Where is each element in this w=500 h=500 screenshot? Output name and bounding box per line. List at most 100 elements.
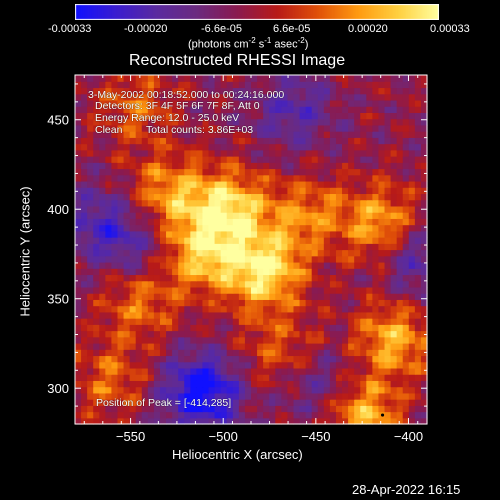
heatmap-cell bbox=[384, 255, 392, 263]
heatmap-cell bbox=[178, 93, 185, 101]
heatmap-cell bbox=[111, 99, 119, 107]
heatmap-cell bbox=[305, 305, 313, 313]
heatmap-cell bbox=[408, 261, 416, 269]
heatmap-cell bbox=[360, 118, 367, 126]
heatmap-cell bbox=[317, 324, 325, 332]
heatmap-cell bbox=[214, 411, 222, 419]
heatmap-cell bbox=[93, 199, 100, 207]
heatmap-cell bbox=[123, 386, 131, 394]
heatmap-cell bbox=[190, 93, 197, 101]
heatmap-cell bbox=[251, 212, 258, 219]
heatmap-cell bbox=[281, 311, 289, 319]
heatmap-cell bbox=[414, 205, 422, 213]
heatmap-cell bbox=[275, 255, 282, 263]
heatmap-cell bbox=[214, 174, 222, 182]
heatmap-cell bbox=[117, 205, 125, 213]
heatmap-cell bbox=[281, 286, 289, 294]
heatmap-cell bbox=[172, 162, 179, 170]
heatmap-cell bbox=[153, 417, 161, 425]
heatmap-cell bbox=[75, 342, 82, 350]
heatmap-cell bbox=[75, 137, 82, 145]
heatmap-cell bbox=[159, 274, 167, 282]
heatmap-cell bbox=[257, 112, 264, 120]
heatmap-cell bbox=[232, 249, 240, 257]
heatmap-cell bbox=[372, 162, 380, 170]
heatmap-cell bbox=[281, 324, 289, 332]
heatmap-cell bbox=[396, 311, 404, 319]
heatmap-cell bbox=[384, 205, 392, 213]
heatmap-cell bbox=[244, 230, 252, 238]
heatmap-cell bbox=[220, 87, 228, 95]
heatmap-cell bbox=[147, 149, 155, 157]
heatmap-cell bbox=[196, 205, 204, 213]
heatmap-cell bbox=[238, 305, 246, 313]
heatmap-cell bbox=[305, 330, 313, 338]
heatmap-cell bbox=[408, 75, 416, 82]
heatmap-cell bbox=[196, 261, 204, 269]
heatmap-cell bbox=[172, 224, 179, 232]
heatmap-cell bbox=[141, 187, 149, 195]
heatmap-cell bbox=[172, 386, 179, 394]
heatmap-cell bbox=[335, 386, 343, 394]
heatmap-cell bbox=[99, 99, 106, 107]
heatmap-cell bbox=[172, 299, 179, 307]
heatmap-cell bbox=[317, 386, 325, 394]
heatmap-cell bbox=[390, 106, 398, 113]
heatmap-cell bbox=[348, 143, 355, 151]
heatmap-cell bbox=[202, 361, 210, 369]
heatmap-cell bbox=[281, 305, 289, 313]
heatmap-cell bbox=[251, 311, 258, 319]
heatmap-cell bbox=[99, 249, 106, 257]
heatmap-cell bbox=[166, 311, 173, 319]
heatmap-cell bbox=[360, 112, 367, 120]
heatmap-cell bbox=[232, 305, 240, 313]
heatmap-cell bbox=[366, 318, 373, 325]
heatmap-cell bbox=[342, 143, 349, 151]
heatmap-cell bbox=[366, 399, 373, 406]
heatmap-cell bbox=[335, 405, 343, 413]
heatmap-cell bbox=[372, 75, 380, 82]
heatmap-cell bbox=[75, 187, 82, 195]
heatmap-cell bbox=[366, 124, 373, 132]
heatmap-cell bbox=[396, 268, 404, 276]
heatmap-cell bbox=[390, 405, 398, 413]
heatmap-cell bbox=[81, 156, 88, 163]
heatmap-cell bbox=[87, 230, 94, 238]
heatmap-cell bbox=[81, 212, 88, 219]
heatmap-cell bbox=[196, 230, 204, 238]
heatmap-cell bbox=[420, 318, 428, 325]
heatmap-cell bbox=[159, 243, 167, 251]
heatmap-cell bbox=[178, 399, 185, 406]
heatmap-cell bbox=[81, 342, 88, 350]
heatmap-cell bbox=[238, 118, 246, 126]
heatmap-cell bbox=[202, 324, 210, 332]
heatmap-cell bbox=[335, 218, 343, 226]
heatmap-cell bbox=[384, 230, 392, 238]
heatmap-cell bbox=[257, 261, 264, 269]
heatmap-cell bbox=[208, 367, 216, 375]
x-axis-label: Heliocentric X (arcsec) bbox=[172, 447, 303, 462]
heatmap-cell bbox=[366, 230, 373, 238]
heatmap-cell bbox=[232, 255, 240, 263]
heatmap-cell bbox=[378, 143, 386, 151]
heatmap-cell bbox=[153, 180, 161, 188]
heatmap-cell bbox=[366, 342, 373, 350]
heatmap-cell bbox=[269, 249, 276, 257]
heatmap-cell bbox=[159, 336, 167, 344]
heatmap-cell bbox=[135, 243, 143, 251]
heatmap-cell bbox=[323, 212, 331, 219]
heatmap-cell bbox=[123, 392, 131, 400]
heatmap-cell bbox=[366, 118, 373, 126]
heatmap-cell bbox=[159, 180, 167, 188]
heatmap-cell bbox=[172, 380, 179, 388]
heatmap-cell bbox=[311, 199, 319, 207]
heatmap-cell bbox=[153, 342, 161, 350]
heatmap-cell bbox=[178, 405, 185, 413]
heatmap-cell bbox=[105, 87, 113, 95]
heatmap-cell bbox=[366, 205, 373, 213]
heatmap-cell bbox=[111, 87, 119, 95]
heatmap-cell bbox=[372, 380, 380, 388]
heatmap-cell bbox=[87, 411, 94, 419]
heatmap-cell bbox=[135, 124, 143, 132]
heatmap-cell bbox=[317, 280, 325, 288]
